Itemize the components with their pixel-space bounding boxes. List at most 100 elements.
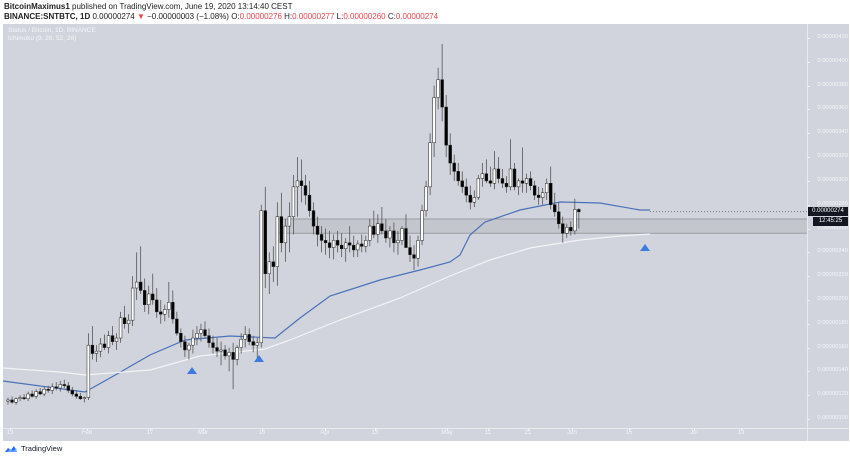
candle-body — [532, 185, 537, 196]
price-tick — [807, 133, 810, 135]
publish-info: BitcoinMaximus1 published on TradingView… — [4, 2, 292, 12]
candle-body — [448, 144, 452, 164]
candle-body — [243, 334, 247, 340]
price-tick — [807, 252, 810, 254]
candle-body — [22, 397, 26, 400]
open-label: O: — [231, 12, 240, 21]
candle-body — [303, 185, 308, 196]
candle-body — [380, 223, 384, 232]
time-tick-label: 17 — [146, 430, 154, 436]
price-tick-label: 0.00000380 — [817, 81, 848, 88]
price-tick-label: 0.00000240 — [817, 248, 848, 255]
low-value: 0.00000260 — [343, 12, 386, 21]
candle-body — [536, 194, 541, 198]
author-name[interactable]: BitcoinMaximus1 — [4, 2, 70, 11]
candle-body — [496, 168, 501, 179]
candle-body — [388, 230, 392, 239]
time-axis[interactable] — [3, 428, 807, 441]
price-tick-label: 0.00000180 — [817, 319, 848, 326]
candle-body — [263, 210, 267, 274]
axis-corner — [807, 428, 849, 441]
price-tick-label: 0.00000140 — [817, 367, 848, 374]
candle-body — [94, 350, 99, 354]
candle-body — [372, 225, 376, 235]
candle-body — [549, 183, 553, 205]
candle-body — [376, 223, 380, 235]
candle-body — [404, 228, 408, 248]
symbol: BINANCE:SNTBTC, 1D — [4, 12, 91, 21]
candle-body — [14, 398, 18, 403]
candle-body — [323, 240, 328, 244]
candle-body — [460, 180, 464, 188]
candle-body — [520, 180, 525, 184]
candle-body — [126, 319, 131, 325]
price-tick — [807, 347, 810, 349]
price-tick-label: 0.00000200 — [817, 295, 848, 302]
candle-body — [34, 391, 38, 397]
price-tick-label: 0.00000320 — [817, 153, 848, 160]
price-tick-label: 0.00000420 — [817, 34, 848, 40]
candle-body — [98, 343, 103, 352]
candle-body — [416, 240, 420, 259]
price-tick-label: 0.00000260 — [817, 224, 848, 231]
time-tick — [528, 428, 529, 431]
up-triangle-marker-icon — [187, 367, 197, 374]
tradingview-logo[interactable]: TradingView — [4, 444, 62, 453]
time-tick — [375, 428, 376, 431]
candle-body — [151, 293, 155, 301]
candle-body — [356, 243, 360, 251]
candle-body — [307, 194, 312, 211]
tradingview-cloud-icon — [5, 445, 17, 452]
candle-body — [114, 337, 119, 342]
price-tick — [807, 276, 810, 278]
price-tick — [807, 228, 810, 230]
candle-body — [235, 347, 239, 360]
candle-body — [78, 396, 83, 400]
candle-body — [545, 183, 549, 194]
candle-body — [561, 223, 565, 234]
time-tick — [203, 428, 204, 431]
price-tick-label: 0.00000280 — [817, 200, 848, 207]
candle-body — [139, 281, 143, 291]
candle-body — [10, 399, 14, 403]
candle-body — [340, 244, 344, 249]
candle-body — [364, 240, 368, 247]
price-tick — [807, 395, 810, 397]
candle-body — [452, 162, 456, 172]
price-tick-label: 0.00000220 — [817, 272, 848, 279]
price-tick — [807, 180, 810, 182]
price-axis[interactable] — [807, 24, 849, 428]
candle-body — [247, 334, 251, 342]
close-label: C: — [387, 12, 396, 21]
high-value: 0.00000277 — [292, 12, 335, 21]
candle-body — [424, 186, 428, 211]
price-tick — [807, 323, 810, 325]
candle-body — [553, 204, 557, 213]
time-tick-label: 21 — [524, 430, 532, 436]
publish-text: published on TradingView.com, June 19, 2… — [72, 2, 293, 11]
series-legend[interactable]: Status / Bitcoin, 1D, BINANCE — [8, 27, 96, 34]
candle-body — [147, 293, 151, 305]
price-tick — [807, 38, 810, 39]
price-tick — [807, 61, 810, 63]
candle-body — [122, 317, 127, 324]
candle-body — [348, 242, 352, 246]
price-tick — [807, 204, 810, 206]
time-tick-label: 16 — [258, 430, 266, 436]
candle-body — [211, 342, 215, 348]
candle-body — [295, 180, 300, 188]
candle-body — [223, 349, 227, 357]
indicator-legend[interactable]: Ichimoku (9, 26, 52, 26) — [8, 35, 77, 42]
open-value: 0.00000276 — [239, 12, 282, 21]
candle-body — [187, 344, 191, 351]
candle-body — [134, 281, 139, 289]
time-tick — [262, 428, 263, 431]
candle-body — [344, 242, 348, 249]
high-label: H: — [284, 12, 293, 21]
candle-body — [311, 210, 316, 227]
time-tick-label: Jun — [567, 430, 577, 436]
candle-body — [432, 97, 436, 144]
current-price-label: 0.00000274 — [808, 207, 848, 216]
down-arrow-icon: ▼ — [136, 12, 145, 21]
candle-body — [283, 225, 288, 244]
